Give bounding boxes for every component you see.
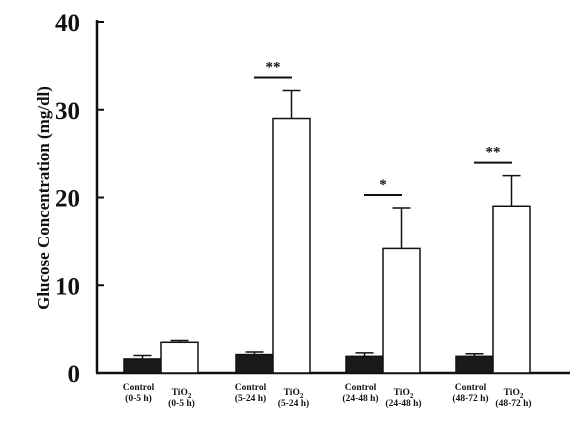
significance-label: * bbox=[379, 177, 387, 193]
x-category-label: Control bbox=[455, 383, 487, 393]
x-category-label-sub: (5-24 h) bbox=[235, 393, 266, 404]
x-category-label-sub: (5-24 h) bbox=[278, 398, 309, 409]
x-category-label: TiO2 bbox=[284, 388, 304, 400]
x-category-label-sub: (24-48 h) bbox=[385, 398, 421, 409]
tio2-bar bbox=[382, 247, 421, 374]
control-bar bbox=[123, 358, 162, 374]
x-category-label-sub: (0-5 h) bbox=[168, 398, 195, 409]
x-category-label: TiO2 bbox=[394, 388, 414, 400]
y-tick-label: 40 bbox=[55, 10, 80, 37]
control-bar bbox=[455, 355, 494, 374]
control-bar bbox=[235, 353, 274, 374]
x-category-label: Control bbox=[123, 383, 155, 393]
y-tick-label: 0 bbox=[68, 361, 81, 388]
x-category-label: Control bbox=[235, 383, 267, 393]
tio2-bar bbox=[492, 205, 531, 374]
tio2-bar bbox=[272, 117, 311, 374]
x-category-label-sub: (48-72 h) bbox=[452, 393, 488, 404]
control-bar bbox=[345, 355, 384, 374]
y-axis-title: Glucose Concentration (mg/dl) bbox=[34, 86, 53, 310]
significance-label: ** bbox=[486, 145, 501, 161]
y-tick-label: 20 bbox=[55, 186, 80, 213]
x-category-label: TiO2 bbox=[504, 388, 524, 400]
significance-label: ** bbox=[266, 59, 281, 75]
y-tick-label: 30 bbox=[55, 98, 80, 125]
x-category-label-sub: (48-72 h) bbox=[495, 398, 531, 409]
x-category-label: TiO2 bbox=[172, 388, 192, 400]
x-category-label-sub: (24-48 h) bbox=[342, 393, 378, 404]
tio2-bar bbox=[160, 341, 199, 374]
x-category-label: Control bbox=[345, 383, 377, 393]
y-tick-label: 10 bbox=[55, 273, 80, 300]
x-category-label-sub: (0-5 h) bbox=[125, 393, 152, 404]
